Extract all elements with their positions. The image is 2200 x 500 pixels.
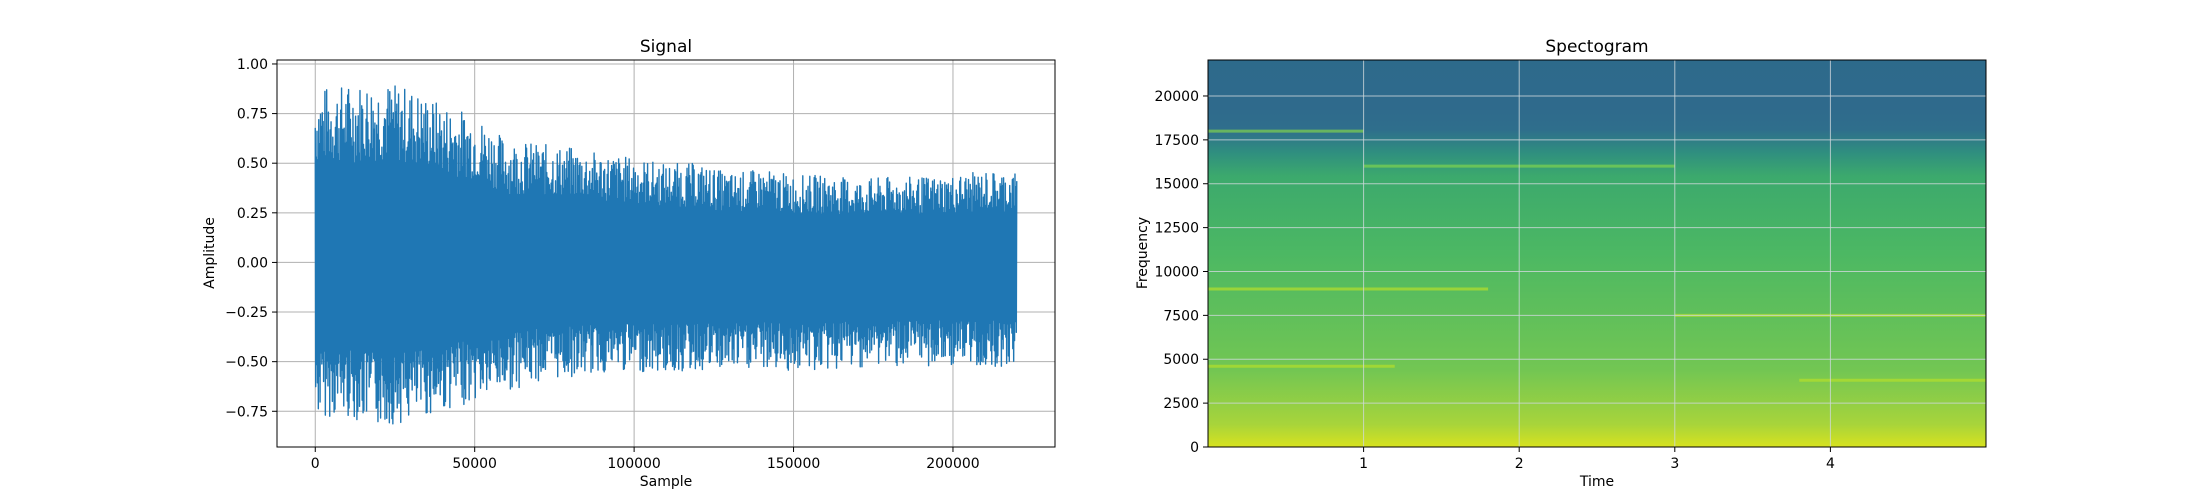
spectrogram-chart: 1 2 3 4 0 2500 5000 7500 10000 12500 15000 17500 20… — [1135, 37, 1987, 490]
spectrogram-x-ticks: 1 2 3 4 — [1359, 447, 1835, 472]
signal-axes-frame — [276, 59, 1056, 448]
signal-y-ticks: −0.75 −0.50 −0.25 0.00 0.25 0.50 0.75 1.00 — [225, 57, 277, 420]
spectrogram-y-tick-label: 2500 — [1163, 396, 1199, 412]
spectrogram-y-tick-label: 15000 — [1154, 177, 1199, 193]
signal-y-tick-label: 0.50 — [237, 156, 268, 172]
spectrogram-image — [1208, 60, 1986, 447]
spectrogram-y-tick-label: 0 — [1190, 440, 1199, 456]
spectrogram-y-tick-label: 12500 — [1154, 221, 1199, 237]
spectrogram-y-tick-label: 20000 — [1154, 89, 1199, 105]
signal-y-tick-label: −0.75 — [225, 404, 268, 420]
spectrogram-y-tick-label: 5000 — [1163, 352, 1199, 368]
spectrogram-y-tick-label: 7500 — [1163, 308, 1199, 324]
signal-y-tick-label: −0.50 — [225, 355, 268, 371]
signal-x-tick-label: 100000 — [607, 456, 660, 472]
signal-x-ticks: 0 50000 100000 150000 200000 — [311, 447, 980, 472]
signal-y-tick-label: 0.00 — [237, 255, 268, 271]
spectrogram-y-label: Frequency — [1135, 217, 1151, 289]
spectrogram-axes-frame — [1207, 59, 1987, 448]
signal-x-tick-label: 0 — [311, 456, 320, 472]
spectrogram-y-tick-label: 17500 — [1154, 133, 1199, 149]
spectrogram-title: Spectogram — [1545, 37, 1648, 57]
signal-y-tick-label: 0.75 — [237, 107, 268, 123]
signal-y-label: Amplitude — [202, 217, 218, 289]
spectrogram-y-tick-label: 10000 — [1154, 264, 1199, 280]
spectrogram-x-label: Time — [1579, 474, 1614, 490]
spectrogram-grid — [1208, 60, 1986, 447]
signal-chart: 0 50000 100000 150000 200000 −0.75 −0.50 −0.25… — [202, 37, 1056, 490]
signal-series-line — [314, 85, 1018, 425]
signal-waveform — [314, 85, 1018, 425]
signal-title: Signal — [640, 37, 692, 57]
spectrogram-x-tick-label: 1 — [1359, 456, 1368, 472]
signal-y-tick-label: 1.00 — [237, 57, 268, 73]
signal-x-label: Sample — [640, 474, 693, 490]
spectrogram-x-tick-label: 4 — [1826, 456, 1835, 472]
spectrogram-x-tick-label: 2 — [1515, 456, 1524, 472]
signal-y-tick-label: −0.25 — [225, 305, 268, 321]
spectrogram-x-tick-label: 3 — [1670, 456, 1679, 472]
signal-x-tick-label: 150000 — [767, 456, 820, 472]
signal-x-tick-label: 200000 — [926, 456, 979, 472]
signal-y-tick-label: 0.25 — [237, 206, 268, 222]
signal-x-tick-label: 50000 — [452, 456, 497, 472]
spectrogram-y-ticks: 0 2500 5000 7500 10000 12500 15000 17500 20000 — [1154, 89, 1208, 456]
